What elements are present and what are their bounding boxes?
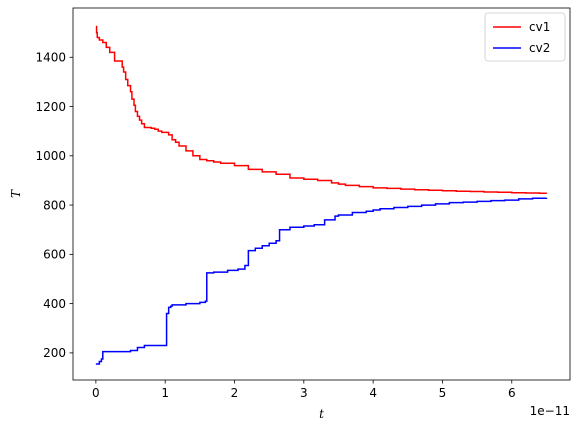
y-tick-label: 1400 <box>35 51 66 65</box>
x-tick-label: 3 <box>300 386 308 400</box>
y-tick-label: 200 <box>43 346 66 360</box>
legend-box <box>484 12 566 62</box>
y-tick-label: 1200 <box>35 100 66 114</box>
x-axis-offset-label: 1e−11 <box>530 404 570 418</box>
x-axis: 0 1 2 3 4 5 6 <box>92 380 516 400</box>
series-line-cv2 <box>95 197 548 365</box>
axes-frame <box>72 7 571 381</box>
series-layer <box>95 25 548 365</box>
x-tick-label: 2 <box>231 386 239 400</box>
y-tick-label: 400 <box>43 297 66 311</box>
y-axis: 200 400 600 800 1000 1200 1400 <box>35 51 73 360</box>
y-tick-label: 600 <box>43 248 66 262</box>
x-tick-label: 5 <box>439 386 447 400</box>
y-tick-label: 800 <box>43 198 66 212</box>
series-line-cv1 <box>95 25 548 195</box>
legend-label-cv1: cv1 <box>529 20 550 34</box>
legend-label-cv2: cv2 <box>529 41 550 55</box>
y-tick-label: 1000 <box>35 149 66 163</box>
x-axis-label: t <box>319 407 324 421</box>
x-tick-label: 6 <box>508 386 516 400</box>
legend: cv1 cv2 <box>484 12 566 62</box>
x-tick-label: 0 <box>92 386 100 400</box>
x-tick-label: 1 <box>161 386 169 400</box>
y-axis-label: T <box>9 189 23 198</box>
x-tick-label: 4 <box>369 386 377 400</box>
